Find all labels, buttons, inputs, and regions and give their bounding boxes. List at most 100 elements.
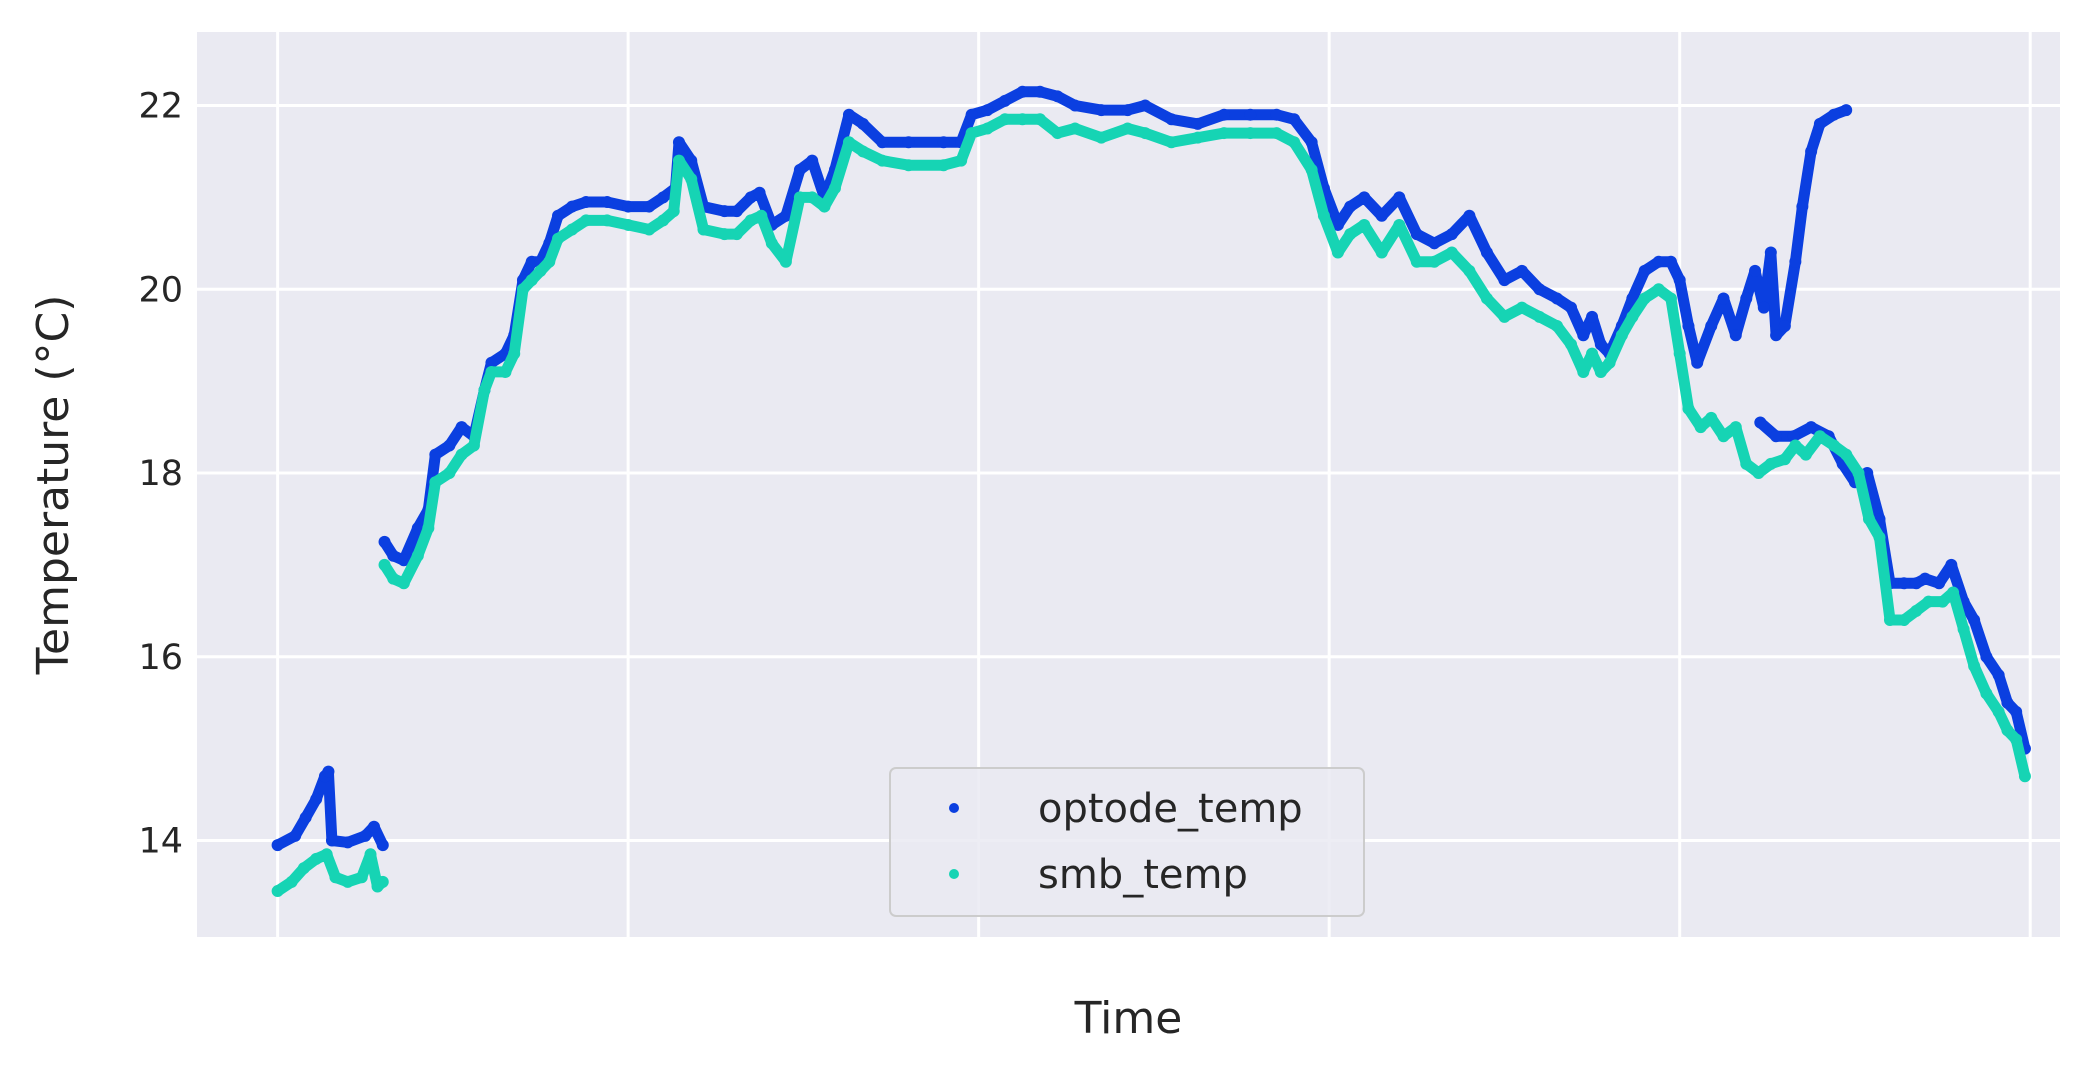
data-point bbox=[485, 356, 498, 369]
data-point bbox=[744, 214, 757, 227]
data-point bbox=[965, 127, 978, 140]
data-point bbox=[806, 154, 819, 167]
data-point bbox=[685, 173, 698, 186]
data-point bbox=[718, 205, 731, 218]
data-point bbox=[376, 839, 389, 852]
data-point bbox=[1051, 127, 1064, 140]
data-point bbox=[1051, 90, 1064, 103]
y-axis-label: Temperature (°C) bbox=[28, 295, 79, 676]
data-point bbox=[1789, 439, 1802, 452]
data-point bbox=[566, 200, 579, 213]
data-point bbox=[499, 365, 512, 378]
data-point bbox=[730, 228, 743, 241]
data-point bbox=[443, 467, 456, 480]
data-point bbox=[1331, 218, 1344, 231]
data-point bbox=[1749, 264, 1762, 277]
data-point bbox=[1288, 136, 1301, 149]
data-point bbox=[1652, 255, 1665, 268]
data-point bbox=[1919, 572, 1932, 585]
data-point bbox=[1957, 623, 1970, 636]
data-point bbox=[902, 159, 915, 172]
data-point bbox=[730, 205, 743, 218]
data-point bbox=[1933, 577, 1946, 590]
data-point bbox=[818, 200, 831, 213]
data-point bbox=[856, 117, 869, 130]
data-point bbox=[1594, 365, 1607, 378]
data-point bbox=[1787, 430, 1800, 443]
data-point bbox=[1638, 292, 1651, 305]
data-point bbox=[566, 223, 579, 236]
data-point bbox=[387, 549, 400, 562]
data-point bbox=[1638, 264, 1651, 277]
data-point bbox=[1883, 614, 1896, 627]
data-point bbox=[364, 848, 377, 861]
data-point bbox=[359, 829, 372, 842]
data-point bbox=[1139, 127, 1152, 140]
data-point bbox=[1673, 274, 1686, 287]
data-point bbox=[937, 159, 950, 172]
data-point bbox=[543, 255, 556, 268]
data-point bbox=[411, 522, 424, 535]
data-point bbox=[1805, 145, 1818, 158]
data-point bbox=[552, 209, 565, 222]
data-point bbox=[1305, 163, 1318, 176]
series-smb-temp bbox=[271, 113, 2031, 898]
data-point bbox=[1805, 421, 1818, 434]
y-tick-label: 22 bbox=[138, 87, 183, 127]
data-point bbox=[1551, 320, 1564, 333]
data-point bbox=[1344, 200, 1357, 213]
data-point bbox=[271, 839, 284, 852]
data-point bbox=[1827, 439, 1840, 452]
data-point bbox=[1463, 264, 1476, 277]
data-point bbox=[422, 522, 435, 535]
data-point bbox=[1463, 209, 1476, 222]
data-point bbox=[1393, 218, 1406, 231]
data-point bbox=[1813, 117, 1826, 130]
data-point bbox=[1980, 687, 1993, 700]
data-point bbox=[1095, 104, 1108, 117]
data-point bbox=[1565, 338, 1578, 351]
data-point bbox=[397, 554, 410, 567]
data-point bbox=[601, 214, 614, 227]
data-point bbox=[1717, 292, 1730, 305]
data-point bbox=[828, 182, 841, 195]
legend-marker-optode-temp bbox=[949, 803, 959, 813]
data-point bbox=[485, 365, 498, 378]
data-point bbox=[643, 200, 656, 213]
data-point bbox=[1840, 448, 1853, 461]
data-point bbox=[1358, 218, 1371, 231]
data-point bbox=[842, 136, 855, 149]
data-point bbox=[1968, 614, 1981, 627]
data-point bbox=[455, 448, 468, 461]
data-point bbox=[1498, 274, 1511, 287]
data-point bbox=[755, 209, 768, 222]
data-point bbox=[1980, 650, 1993, 663]
data-point bbox=[580, 195, 593, 208]
data-point bbox=[1565, 301, 1578, 314]
data-point bbox=[2001, 696, 2014, 709]
data-point bbox=[1968, 659, 1981, 672]
x-axis-label: Time bbox=[1074, 993, 1183, 1044]
data-point bbox=[1191, 131, 1204, 144]
data-point bbox=[329, 871, 342, 884]
data-point bbox=[1331, 246, 1344, 259]
data-point bbox=[378, 535, 391, 548]
data-point bbox=[1270, 108, 1283, 121]
data-point bbox=[793, 191, 806, 204]
legend-box bbox=[889, 767, 1365, 917]
data-point bbox=[1922, 595, 1935, 608]
data-point bbox=[1873, 531, 1886, 544]
data-point bbox=[355, 871, 368, 884]
data-point bbox=[685, 154, 698, 167]
data-point bbox=[1992, 705, 2005, 718]
data-point bbox=[1664, 255, 1677, 268]
data-point bbox=[320, 848, 333, 861]
legend-label-optode-temp: optode_temp bbox=[1038, 786, 1303, 832]
data-point bbox=[378, 558, 391, 571]
data-point bbox=[1603, 356, 1616, 369]
data-point bbox=[1165, 136, 1178, 149]
data-point bbox=[1016, 113, 1029, 126]
data-point bbox=[1344, 228, 1357, 241]
